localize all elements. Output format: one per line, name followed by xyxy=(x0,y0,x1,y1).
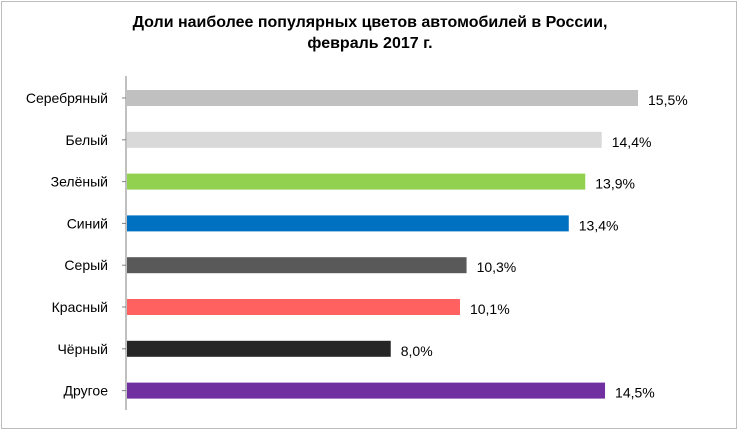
bar-2 xyxy=(127,173,586,190)
value-label-7: 14,5% xyxy=(615,385,655,401)
category-label-6: Чёрный xyxy=(57,341,108,357)
category-label-3: Синий xyxy=(67,215,108,231)
category-labels-group: Серебряный Белый Зелёный Синий Серый Красный Ч… xyxy=(26,90,108,399)
bar-7 xyxy=(127,382,606,399)
value-label-2: 13,9% xyxy=(595,176,635,192)
chart-title: Доли наиболее популярных цветов автомоби… xyxy=(0,12,740,54)
bars-group xyxy=(122,90,638,399)
bar-1 xyxy=(127,131,602,148)
category-label-0: Серебряный xyxy=(26,90,108,106)
category-label-2: Зелёный xyxy=(51,174,108,190)
category-label-5: Красный xyxy=(52,299,108,315)
category-label-4: Серый xyxy=(64,257,108,273)
value-labels-group: 15,5% 14,4% 13,9% 13,4% 10,3% 10,1% 8,0% 14,5% xyxy=(401,92,688,401)
chart-title-line-1: Доли наиболее популярных цветов автомоби… xyxy=(132,14,608,31)
value-label-6: 8,0% xyxy=(401,343,433,359)
bar-6 xyxy=(127,340,391,357)
value-label-3: 13,4% xyxy=(579,217,619,233)
bar-3 xyxy=(127,215,569,232)
chart-title-line-2: февраль 2017 г. xyxy=(307,35,433,52)
bar-4 xyxy=(127,257,467,274)
category-label-1: Белый xyxy=(65,132,108,148)
value-label-4: 10,3% xyxy=(477,259,517,275)
bar-5 xyxy=(127,299,460,315)
value-label-5: 10,1% xyxy=(470,301,510,317)
bar-0 xyxy=(127,90,638,106)
category-label-7: Другое xyxy=(64,383,109,399)
value-label-0: 15,5% xyxy=(648,92,688,108)
value-label-1: 14,4% xyxy=(612,134,652,150)
